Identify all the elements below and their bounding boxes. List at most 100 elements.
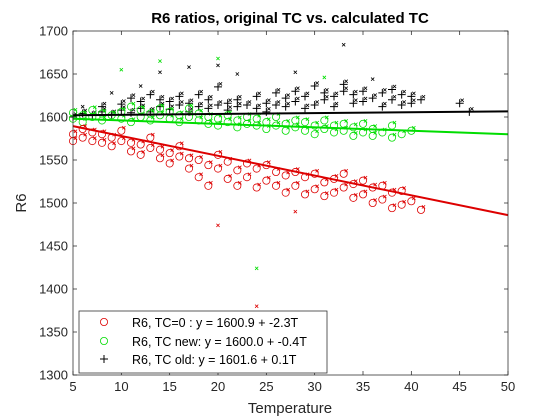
data-point [358, 190, 367, 199]
data-point-dot [247, 172, 252, 177]
data-point-dot [295, 122, 300, 127]
data-point [223, 174, 232, 183]
data-point [378, 88, 387, 97]
data-point-dot [344, 86, 349, 91]
data-point-dot [247, 100, 252, 104]
y-tick-label: 1350 [39, 325, 68, 340]
data-point [204, 104, 213, 113]
data-point [397, 200, 406, 209]
data-point [194, 102, 203, 111]
data-point-dot [131, 101, 136, 106]
data-point-dot [170, 106, 175, 111]
data-point-dot [421, 204, 426, 209]
data-point [158, 70, 162, 75]
data-point-dot [189, 153, 194, 158]
data-point [155, 104, 164, 113]
data-point-dot [276, 88, 281, 92]
data-point-dot [102, 108, 107, 113]
data-point-dot [160, 103, 165, 108]
data-point [293, 70, 298, 75]
data-point [368, 198, 377, 207]
data-point [341, 42, 346, 47]
data-point-dot [402, 100, 407, 104]
data-point [271, 181, 280, 190]
x-tick-label: 20 [211, 379, 225, 394]
data-point [127, 118, 136, 127]
data-point [214, 100, 222, 109]
data-point [339, 87, 348, 96]
data-point [407, 197, 416, 206]
data-point [175, 92, 184, 101]
fit-lines [72, 110, 509, 217]
data-point-dot [315, 100, 320, 104]
y-axis-ticks: 1300 1350 1400 1450 1500 1550 1600 1650 1700 [39, 24, 508, 383]
data-point [98, 130, 107, 139]
data-point-dot [83, 132, 88, 137]
data-point [358, 176, 367, 185]
data-point [281, 119, 290, 128]
data-point-dot [353, 131, 358, 135]
data-point [301, 92, 309, 101]
data-point-dot [141, 96, 146, 101]
data-point-dot [373, 124, 378, 128]
data-point-dot [199, 108, 204, 113]
data-point [349, 193, 358, 202]
data-point [233, 166, 242, 175]
data-point [252, 183, 261, 192]
data-point [158, 59, 162, 63]
data-point-dot [392, 84, 397, 89]
data-point-dot [208, 94, 213, 99]
data-point-dot [102, 101, 107, 106]
data-point [204, 95, 213, 104]
data-point-dot [286, 101, 291, 106]
data-point-dot [189, 163, 194, 168]
data-point [165, 149, 174, 158]
data-point-dot [170, 96, 175, 101]
data-point [235, 72, 240, 76]
data-point [233, 95, 242, 104]
data-point-dot [121, 125, 126, 130]
data-point [320, 88, 329, 97]
data-point [387, 133, 396, 142]
data-point-dot [150, 89, 155, 94]
data-point [127, 147, 136, 156]
data-point [370, 77, 375, 82]
data-point [320, 178, 329, 187]
data-point-dot [189, 98, 194, 103]
data-point [254, 266, 259, 271]
data-point [136, 104, 145, 113]
data-point-dot [160, 153, 165, 158]
data-point [378, 195, 387, 204]
data-point [204, 181, 213, 190]
data-point [291, 87, 300, 96]
data-point [320, 95, 329, 104]
data-point [175, 152, 184, 161]
data-point-dot [382, 194, 387, 199]
data-point [397, 186, 406, 195]
data-point-dot [179, 151, 184, 156]
data-point-dot [237, 180, 242, 185]
x-axis-label: Temperature [248, 400, 332, 417]
data-point [136, 150, 145, 159]
data-point [455, 99, 464, 108]
data-point-dot [382, 180, 387, 185]
data-point-dot [353, 98, 358, 103]
data-point-dot [363, 189, 368, 194]
data-point [272, 100, 280, 109]
series-group [80, 42, 375, 109]
data-point-dot [353, 122, 358, 127]
data-point-dot [286, 170, 291, 175]
data-point [213, 164, 222, 173]
data-point-dot [392, 120, 397, 125]
data-point [78, 109, 87, 118]
y-tick-label: 1700 [39, 24, 68, 39]
data-point-dot [411, 98, 416, 103]
x-tick-label: 25 [259, 379, 273, 394]
data-point [359, 87, 367, 96]
x-tick-label: 30 [307, 379, 321, 394]
data-point-dot [228, 98, 233, 103]
data-point [417, 95, 425, 104]
data-point [127, 138, 136, 147]
data-point [320, 116, 329, 125]
data-point [88, 128, 97, 137]
